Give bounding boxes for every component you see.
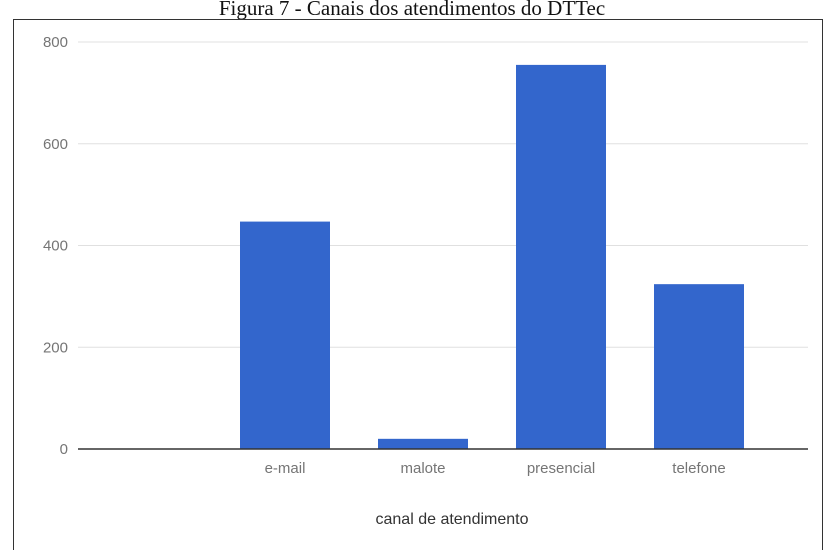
- bar-malote: [378, 439, 468, 449]
- y-tick-label: 600: [43, 136, 68, 153]
- y-tick-label: 400: [43, 238, 68, 255]
- bar-e-mail: [240, 222, 330, 449]
- y-tick-label: 800: [43, 34, 68, 51]
- bar-presencial: [516, 65, 606, 449]
- bar-telefone: [654, 284, 744, 449]
- y-axis-ticks: 0 200 400 600 800: [43, 34, 68, 458]
- x-axis-ticks: e-mail malote presencial telefone: [265, 460, 726, 477]
- x-tick-label: presencial: [527, 460, 595, 477]
- y-tick-label: 200: [43, 339, 68, 356]
- x-axis-title: canal de atendimento: [376, 511, 529, 528]
- bars: [240, 65, 744, 449]
- x-tick-label: telefone: [672, 460, 725, 477]
- x-tick-label: e-mail: [265, 460, 306, 477]
- x-tick-label: malote: [400, 460, 445, 477]
- y-tick-label: 0: [60, 441, 68, 458]
